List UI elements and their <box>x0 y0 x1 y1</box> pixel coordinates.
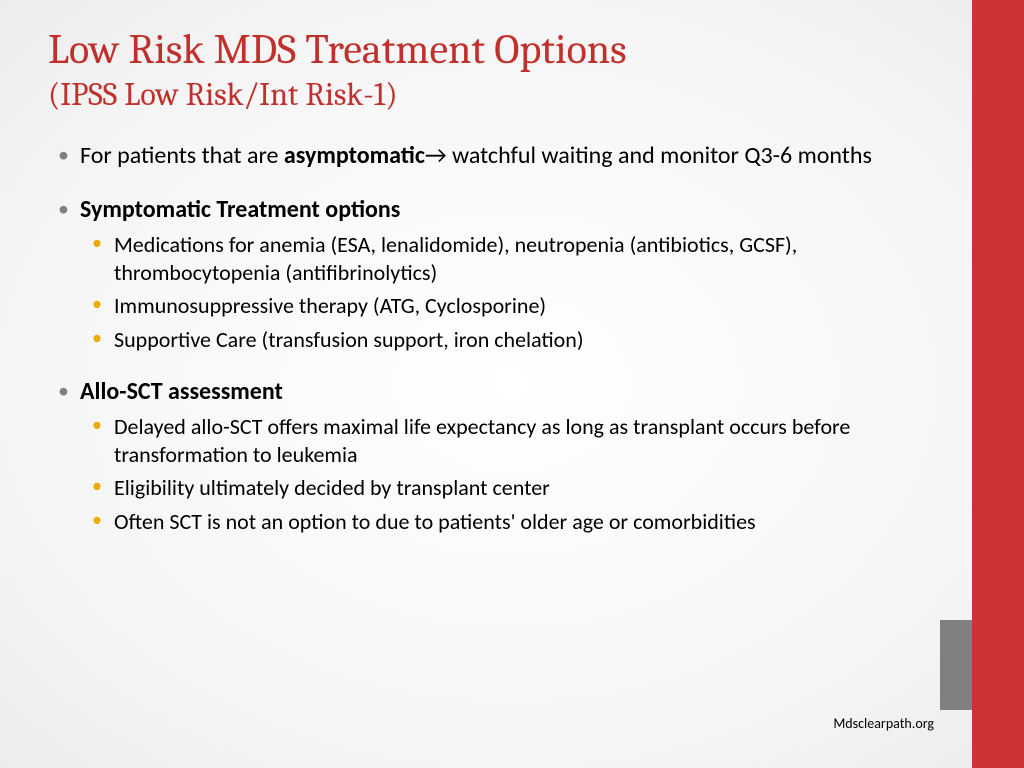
sub-bullet: Eligibility ultimately decided by transp… <box>114 474 934 502</box>
bullet-allo-sct: Allo-SCT assessment Delayed allo-SCT off… <box>80 377 934 535</box>
slide-title: Low Risk MDS Treatment Options <box>48 28 934 72</box>
bullet-asymptomatic: For patients that are asymptomatic→ watc… <box>80 141 934 171</box>
sublist-symptomatic: Medications for anemia (ESA, lenalidomid… <box>80 231 934 353</box>
slide-content: Low Risk MDS Treatment Options (IPSS Low… <box>0 0 1024 587</box>
text-segment: watchful waiting and monitor Q3-6 months <box>447 141 872 170</box>
text-segment: For patients that are <box>80 141 284 170</box>
bullet-heading: Symptomatic Treatment options <box>80 195 400 224</box>
sub-bullet: Supportive Care (transfusion support, ir… <box>114 326 934 354</box>
slide-subtitle: (IPSS Low Risk/Int Risk-1) <box>48 76 934 113</box>
text-bold: asymptomatic <box>284 141 425 170</box>
bullet-heading: Allo-SCT assessment <box>80 377 283 406</box>
sub-bullet: Delayed allo-SCT offers maximal life exp… <box>114 413 934 468</box>
body-text: For patients that are asymptomatic→ watc… <box>48 141 934 535</box>
accent-bar-red <box>972 0 1024 768</box>
bullet-list-level1: For patients that are asymptomatic→ watc… <box>48 141 934 535</box>
sub-bullet: Immunosuppressive therapy (ATG, Cyclospo… <box>114 292 934 320</box>
arrow-icon: → <box>425 141 447 170</box>
sublist-allo-sct: Delayed allo-SCT offers maximal life exp… <box>80 413 934 535</box>
bullet-symptomatic: Symptomatic Treatment options Medication… <box>80 195 934 353</box>
sub-bullet: Medications for anemia (ESA, lenalidomid… <box>114 231 934 286</box>
sub-bullet: Often SCT is not an option to due to pat… <box>114 508 934 536</box>
footnote-citation: Mdsclearpath.org <box>833 715 934 732</box>
